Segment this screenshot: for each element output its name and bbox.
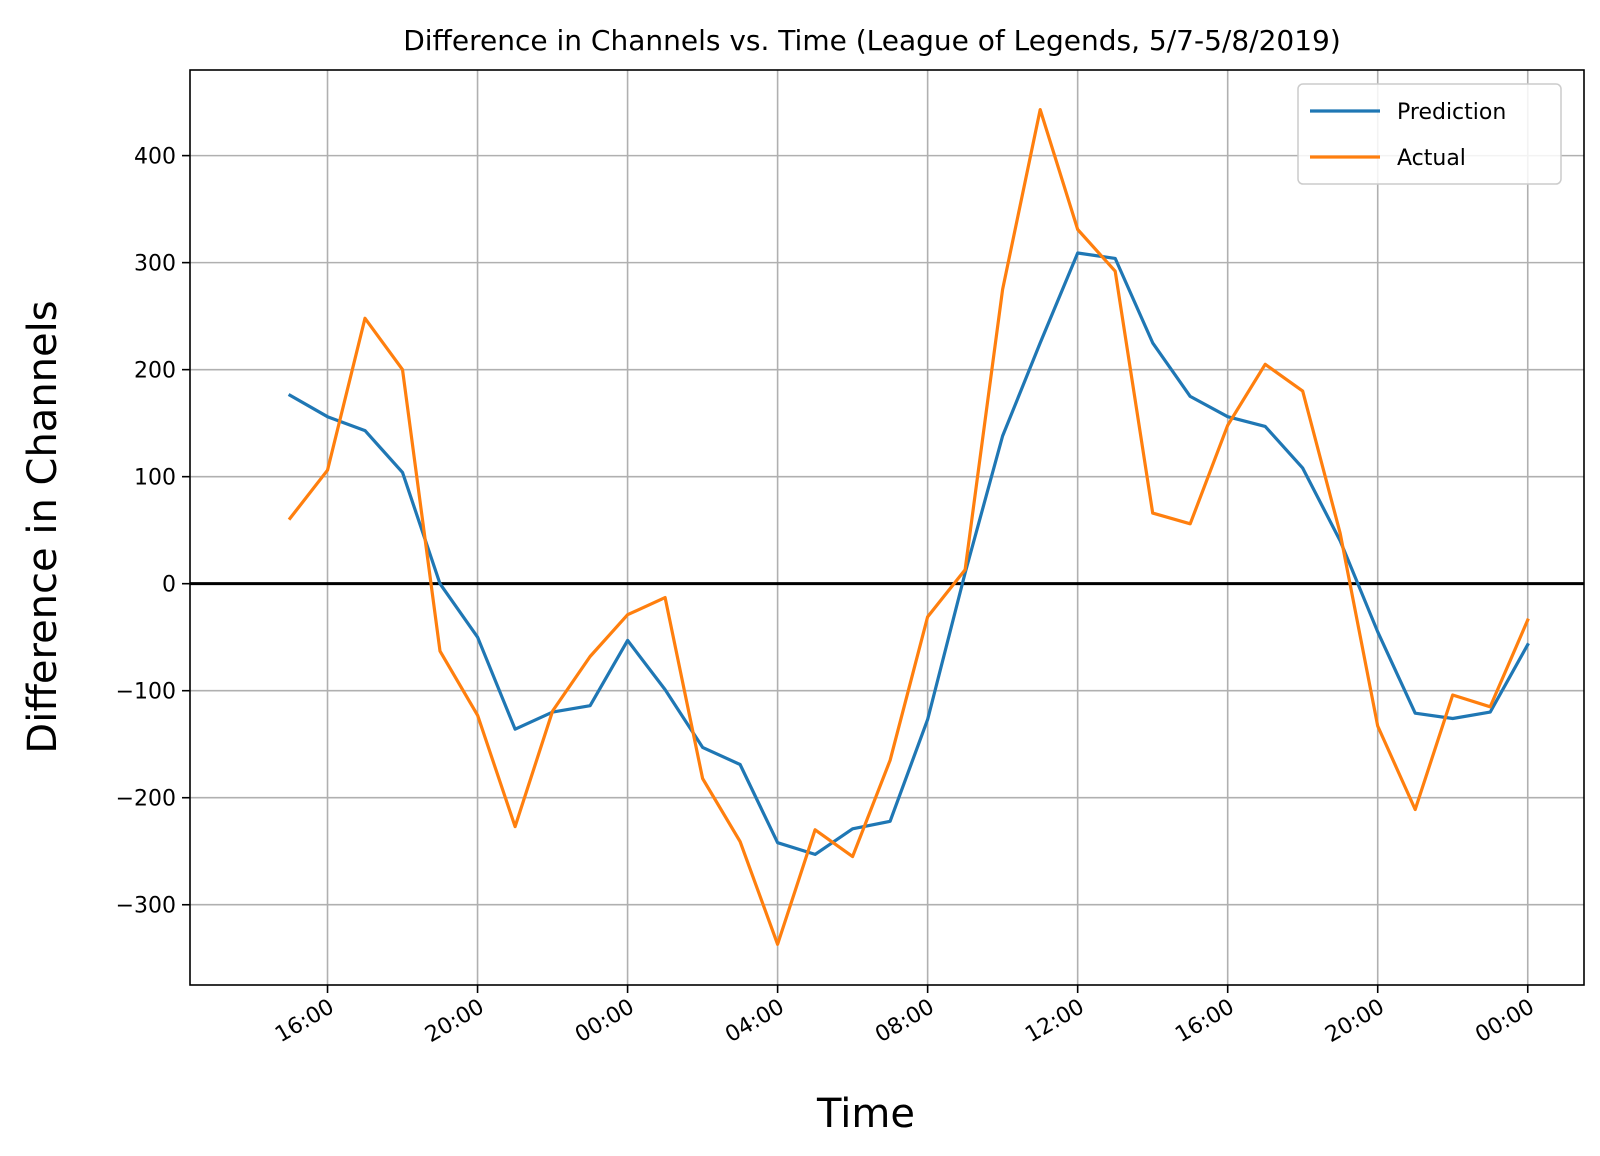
chart-title: Difference in Channels vs. Time (League … [403,24,1341,57]
y-tick-label: 100 [134,466,176,491]
plot-frame [189,69,1585,986]
y-tick-label: 300 [134,252,176,277]
legend-label-prediction: Prediction [1397,100,1506,125]
series-layer [287,107,1530,946]
y-tick-label: 400 [134,145,176,170]
grid [190,70,1584,985]
y-axis-label: Difference in Channels [20,300,66,753]
y-tick-label: −100 [116,680,176,705]
legend-label-actual: Actual [1397,146,1466,171]
series-line-actual [287,107,1530,946]
legend-box [1297,83,1562,185]
y-tick-label: −300 [116,894,176,919]
y-tick-label: −200 [116,787,176,812]
series-line-prediction [287,251,1530,857]
legend: Prediction Actual [1297,83,1562,185]
x-axis-label: Time [816,1091,915,1137]
y-tick-label: 200 [134,359,176,384]
y-tick-label: 0 [162,573,176,598]
